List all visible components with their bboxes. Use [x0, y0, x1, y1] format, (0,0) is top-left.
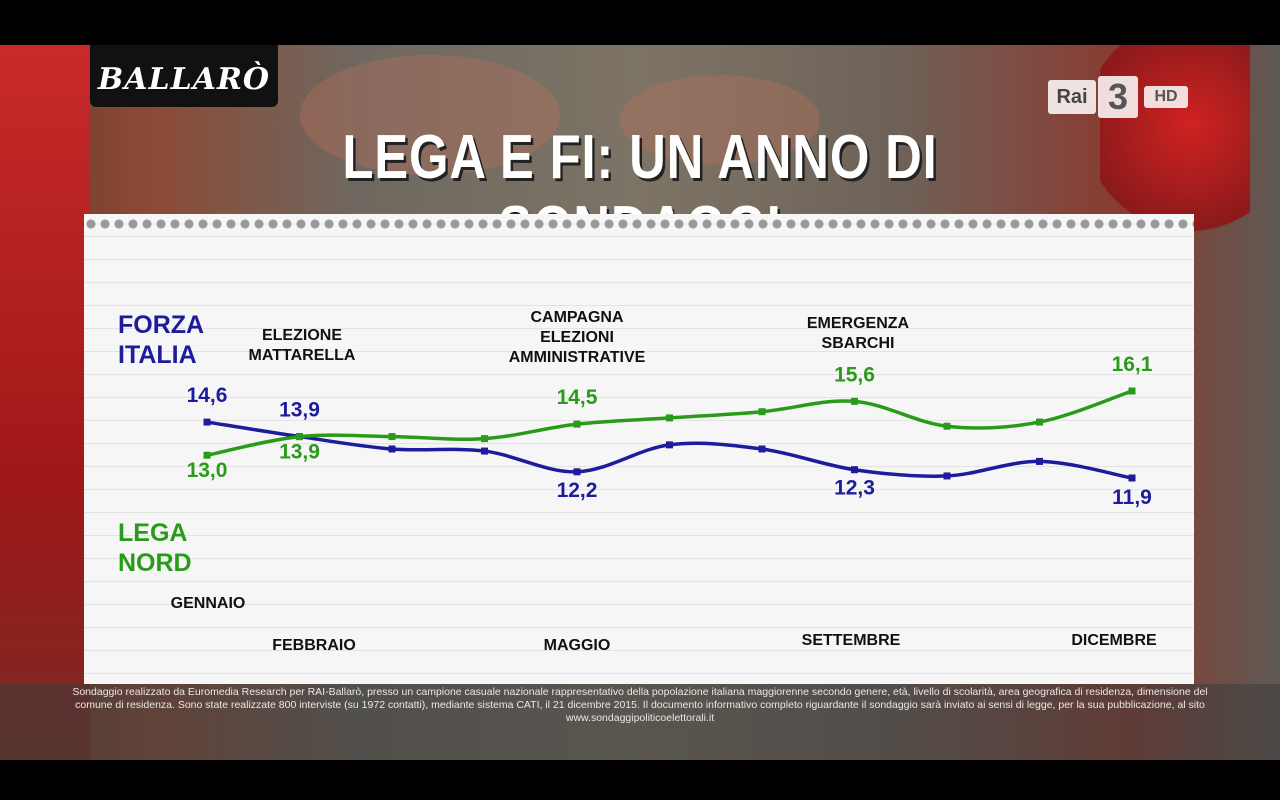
background-stain — [300, 55, 560, 175]
data-point-forza-italia — [203, 418, 211, 426]
data-label-forza-italia: 11,9 — [1112, 486, 1152, 509]
background-red-left — [0, 45, 90, 760]
data-point-lega-nord — [203, 451, 211, 459]
data-point-forza-italia — [851, 466, 858, 474]
data-point-lega-nord — [666, 414, 673, 422]
data-label-lega-nord: 14,5 — [557, 386, 598, 409]
data-label-lega-nord: 13,9 — [279, 441, 320, 464]
data-point-lega-nord — [481, 435, 488, 443]
x-tick-label: MAGGIO — [544, 637, 611, 654]
legend-label-lega-nord: LEGA — [118, 519, 187, 547]
data-label-forza-italia: 12,3 — [834, 477, 875, 500]
data-point-forza-italia — [481, 447, 488, 455]
x-tick-label: GENNAIO — [171, 595, 246, 612]
event-annotation: AMMINISTRATIVE — [509, 349, 646, 366]
data-point-forza-italia — [758, 445, 766, 453]
data-point-lega-nord — [943, 422, 951, 430]
data-label-lega-nord: 16,1 — [1112, 353, 1153, 376]
data-point-forza-italia — [943, 472, 951, 480]
notepad-binding-holes — [84, 217, 1194, 231]
data-point-forza-italia — [666, 441, 673, 449]
event-annotation: MATTARELLA — [249, 347, 356, 364]
data-point-lega-nord — [388, 433, 396, 441]
legend-label-lega-nord: NORD — [118, 549, 192, 577]
data-point-lega-nord — [758, 408, 766, 416]
data-label-forza-italia: 13,9 — [279, 399, 320, 422]
rai-logo-text: Rai — [1048, 80, 1096, 114]
data-label-forza-italia: 14,6 — [187, 384, 228, 407]
data-label-lega-nord: 13,0 — [187, 459, 228, 482]
data-point-forza-italia — [1128, 474, 1136, 482]
legend-label-forza-italia: FORZA — [118, 311, 204, 339]
footnote-text: Sondaggio realizzato da Euromedia Resear… — [72, 686, 1208, 724]
data-point-lega-nord — [296, 433, 303, 441]
data-point-lega-nord — [851, 397, 858, 405]
ballaro-logo-text: BALLARÒ — [97, 62, 271, 97]
data-point-forza-italia — [573, 468, 581, 476]
legend-label-forza-italia: ITALIA — [118, 341, 197, 369]
data-point-lega-nord — [573, 420, 581, 428]
hd-badge: HD — [1144, 86, 1188, 108]
x-tick-label: SETTEMBRE — [802, 632, 901, 649]
notepad-paper — [84, 214, 1194, 684]
ballaro-logo — [90, 45, 278, 107]
data-label-forza-italia: 12,2 — [557, 479, 598, 502]
data-point-lega-nord — [1128, 387, 1136, 395]
event-annotation: SBARCHI — [822, 335, 895, 352]
x-tick-label: DICEMBRE — [1071, 632, 1157, 649]
x-tick-label: FEBBRAIO — [272, 637, 356, 654]
data-label-lega-nord: 15,6 — [834, 363, 875, 386]
data-point-forza-italia — [1036, 457, 1043, 465]
event-annotation: CAMPAGNA — [530, 309, 623, 326]
series-line-forza-italia — [205, 420, 1134, 480]
data-point-forza-italia — [388, 445, 396, 453]
data-point-lega-nord — [1036, 418, 1043, 426]
channel-number: 3 — [1098, 76, 1138, 118]
event-annotation: EMERGENZA — [807, 315, 910, 332]
event-annotation: ELEZIONE — [262, 327, 342, 344]
event-annotation: ELEZIONI — [540, 329, 614, 346]
background-stain — [620, 75, 820, 165]
footnote-band — [0, 684, 1280, 760]
